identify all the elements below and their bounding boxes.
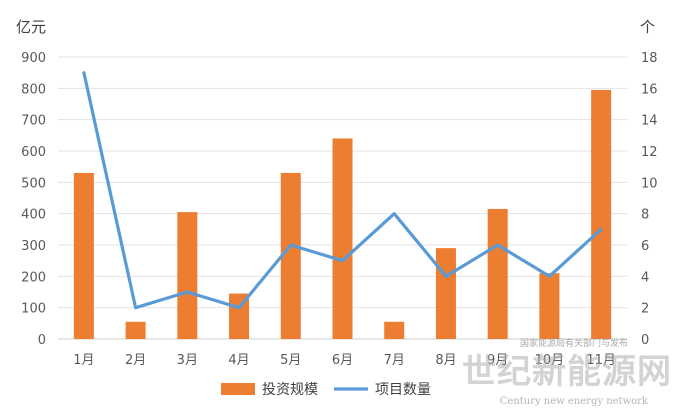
x-tick-label: 5月 — [280, 353, 301, 368]
y-right-tick-label: 12 — [641, 145, 658, 160]
bar-5 — [280, 172, 301, 339]
x-tick-label: 10月 — [535, 353, 565, 368]
x-tick-label: 1月 — [73, 353, 94, 368]
y-right-tick-label: 14 — [641, 114, 658, 129]
y-right-unit: 个 — [640, 18, 655, 36]
y-left-tick-label: 200 — [21, 270, 46, 285]
y-left-tick-label: 100 — [21, 302, 46, 317]
y-left-tick-label: 900 — [21, 51, 46, 66]
y-right-tick-label: 8 — [641, 208, 649, 223]
x-tick-label: 8月 — [435, 353, 456, 368]
line-series-project-count — [82, 71, 603, 310]
x-tick-label: 3月 — [177, 353, 198, 368]
y-left-tick-label: 800 — [21, 82, 46, 97]
x-tick-label: 7月 — [384, 353, 405, 368]
y-left-unit: 亿元 — [16, 18, 46, 36]
y-right-tick-label: 4 — [641, 270, 649, 285]
bar-6 — [332, 138, 353, 339]
bar-3 — [177, 212, 198, 339]
bar-1 — [73, 172, 94, 339]
y-right-tick-label: 2 — [641, 302, 649, 317]
y-right-tick-label: 0 — [641, 333, 649, 348]
legend-label-line: 项目数量 — [375, 382, 431, 398]
bar-2 — [125, 321, 146, 339]
bar-11 — [591, 89, 612, 340]
y-left-tick-label: 0 — [38, 333, 46, 348]
y-left-tick-label: 500 — [21, 176, 46, 191]
y-left-tick-label: 700 — [21, 114, 46, 129]
y-right-tick-label: 6 — [641, 239, 649, 254]
x-tick-label: 4月 — [228, 353, 249, 368]
bar-7 — [384, 321, 405, 339]
y-right-tick-label: 16 — [641, 82, 658, 97]
legend-label-bar: 投资规模 — [262, 382, 318, 398]
legend-swatch-bar — [221, 383, 255, 395]
y-left-tick-label: 600 — [21, 145, 46, 160]
bar-8 — [435, 248, 456, 339]
x-tick-label: 11月 — [586, 353, 616, 368]
x-tick-label: 6月 — [332, 353, 353, 368]
bar-10 — [539, 273, 560, 339]
y-right-tick-label: 18 — [641, 51, 658, 66]
x-tick-label: 2月 — [125, 353, 146, 368]
y-right-tick-label: 10 — [641, 176, 658, 191]
y-left-tick-label: 400 — [21, 208, 46, 223]
y-left-tick-label: 300 — [21, 239, 46, 254]
bar-9 — [487, 208, 508, 339]
x-tick-label: 9月 — [487, 353, 508, 368]
